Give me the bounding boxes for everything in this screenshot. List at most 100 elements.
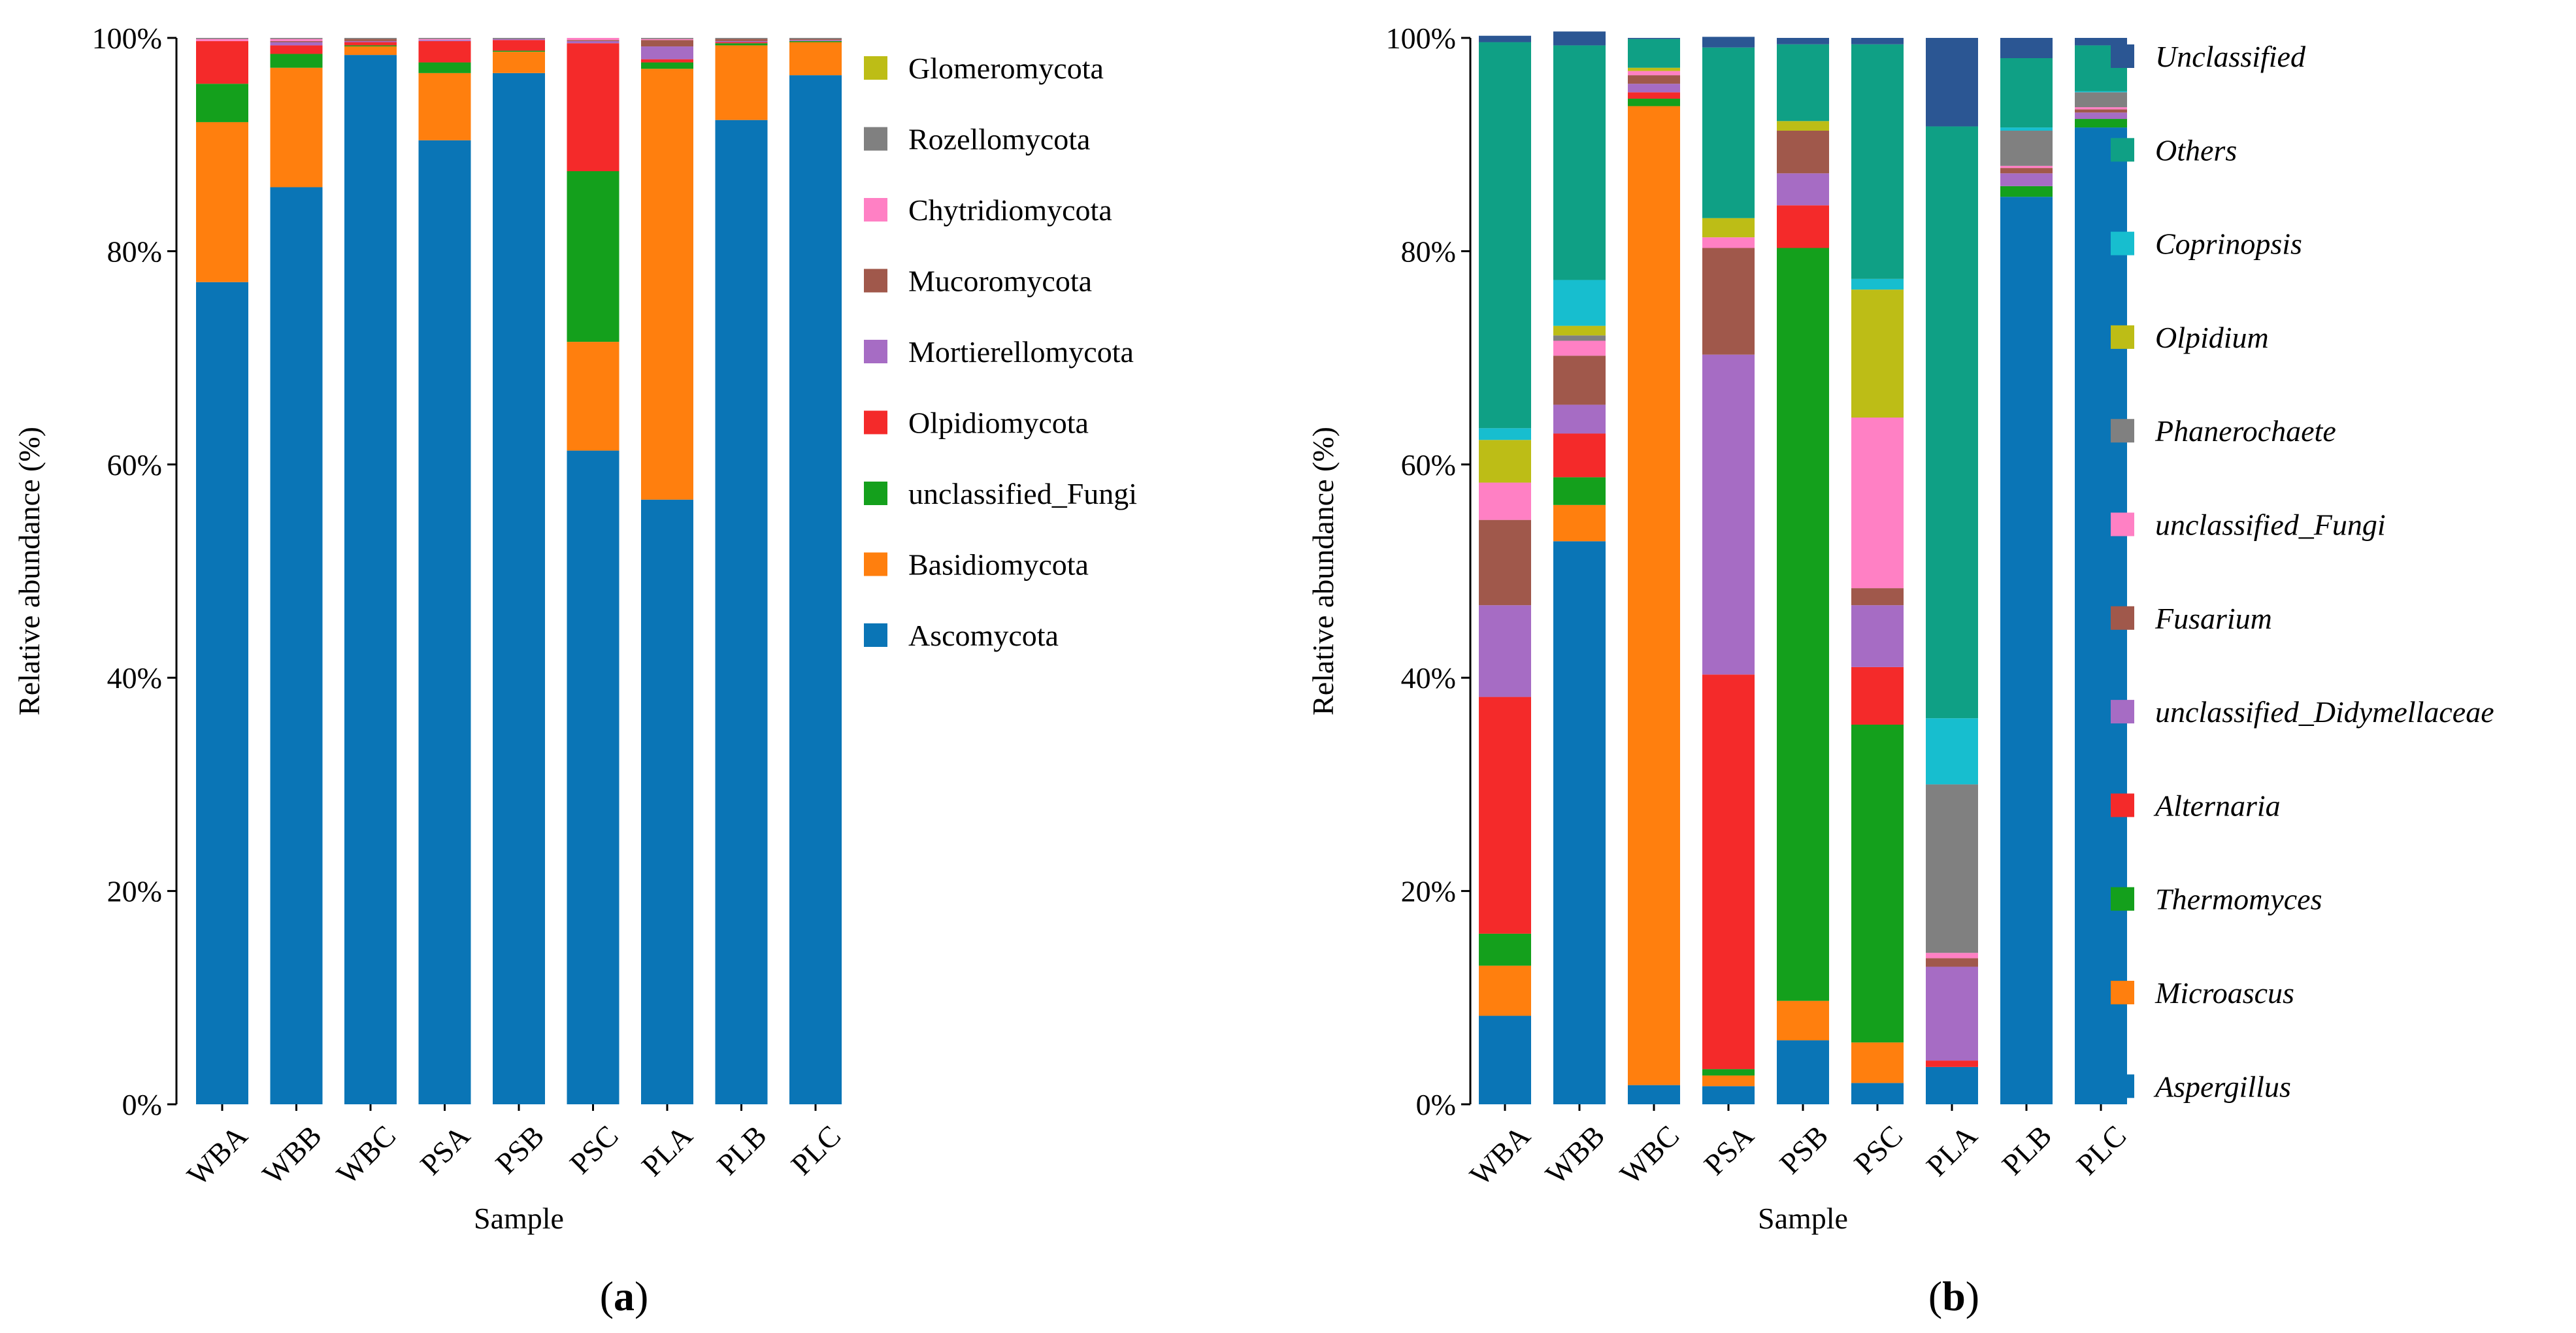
bar-segment-psa-fusarium — [1702, 248, 1755, 355]
bar-segment-pla-mortierellomycota — [641, 46, 693, 59]
bar-segment-wbb-coprinopsis — [1553, 280, 1606, 326]
bar-segment-plb-coprinopsis — [2000, 127, 2053, 131]
x-axis-title: Sample — [474, 1202, 564, 1235]
legend-label: unclassified_Didymellaceae — [2155, 695, 2494, 729]
bar-segment-plc-unclassified — [2075, 38, 2127, 46]
bar-segment-psa-unclassified-fungi — [1702, 237, 1755, 248]
bar-segment-psb-olpidiomycota — [493, 40, 545, 51]
bar-segment-wbc-ascomycota — [344, 55, 397, 1104]
legend-label: Ascomycota — [908, 619, 1059, 652]
bar-segment-wbc-thermomyces — [1628, 99, 1680, 107]
legend-swatch — [2111, 138, 2134, 162]
legend-label: Mucoromycota — [908, 265, 1092, 298]
bar-segment-wbb-unclassified — [1553, 31, 1606, 46]
x-tick-label: WBB — [1539, 1119, 1611, 1191]
bar-segment-wba-unclassified-didymellaceae — [1479, 605, 1531, 697]
bar-segment-psa-thermomyces — [1702, 1069, 1755, 1076]
bar-segment-pla-phanerochaete — [1926, 784, 1978, 953]
bar-segment-psc-fusarium — [1851, 588, 1904, 606]
bar-segment-psb-thermomyces — [1777, 248, 1829, 1001]
bar-segment-psa-ascomycota — [418, 140, 471, 1104]
x-tick-label: WBA — [180, 1119, 254, 1192]
bar-segment-wba-microascus — [1479, 965, 1531, 1016]
bar-segment-psb-rozellomycota — [493, 38, 545, 39]
bar-segment-psb-olpidium — [1777, 121, 1829, 131]
legend-label: Glomeromycota — [908, 52, 1104, 85]
panel-label: (b) — [1928, 1273, 1979, 1319]
legend-label: unclassified_Fungi — [2155, 508, 2386, 542]
bar-segment-psb-unclassified-fungi — [493, 50, 545, 52]
bar-segment-pla-basidiomycota — [641, 69, 693, 500]
bar-segment-wbc-fusarium — [1628, 75, 1680, 84]
y-axis-title: Relative abundance (%) — [12, 427, 46, 716]
bar-segment-psb-ascomycota — [493, 73, 545, 1105]
bar-segment-psc-unclassified-fungi — [1851, 417, 1904, 589]
x-tick-label: PLC — [785, 1119, 848, 1181]
bar-segment-pla-alternaria — [1926, 1061, 1978, 1067]
bar-segment-plb-phanerochaete — [2000, 130, 2053, 166]
legend-swatch — [864, 127, 887, 151]
bar-segment-wbc-others — [1628, 39, 1680, 68]
y-tick-label: 20% — [1401, 875, 1456, 908]
bar-segment-wbb-microascus — [1553, 504, 1606, 542]
y-tick-label: 40% — [1401, 661, 1456, 695]
bar-segment-psc-aspergillus — [1851, 1083, 1904, 1104]
bar-segment-wbb-aspergillus — [1553, 541, 1606, 1104]
y-tick-label: 0% — [122, 1088, 162, 1121]
x-tick-label: PSB — [489, 1119, 550, 1180]
bar-segment-wba-basidiomycota — [196, 122, 248, 282]
bar-segment-wba-unclassified-fungi — [196, 84, 248, 122]
y-tick-label: 60% — [1401, 448, 1456, 482]
bar-segment-psc-ascomycota — [567, 450, 619, 1104]
x-tick-label: PSA — [414, 1119, 476, 1181]
bar-segment-wbc-microascus — [1628, 106, 1680, 1085]
x-tick-label: PLC — [2070, 1119, 2133, 1181]
bar-segment-pla-unclassified-didymellaceae — [1926, 966, 1978, 1061]
bar-segment-plb-unclassified — [2000, 38, 2053, 59]
bar-segment-wbc-mucoromycota — [344, 39, 397, 41]
bar-segment-psa-others — [1702, 47, 1755, 218]
bar-segment-plb-thermomyces — [2000, 186, 2053, 197]
y-tick-label: 80% — [107, 235, 162, 268]
bar-segment-wbc-unclassified-didymellaceae — [1628, 84, 1680, 93]
bar-segment-psa-rozellomycota — [418, 38, 471, 39]
bar-segment-plb-mucoromycota — [715, 39, 768, 41]
bar-segment-wbc-aspergillus — [1628, 1085, 1680, 1104]
bar-segment-wbb-mucoromycota — [270, 41, 323, 42]
bar-segment-plb-ascomycota — [715, 120, 768, 1104]
bar-segment-psc-others — [1851, 44, 1904, 279]
bar-segment-wba-rozellomycota — [196, 38, 248, 39]
legend-label: Aspergillus — [2153, 1070, 2291, 1103]
bar-segment-plb-others — [2000, 58, 2053, 128]
bar-segment-psb-others — [1777, 44, 1829, 122]
bar-segment-psa-chytridiomycota — [418, 39, 471, 41]
bar-segment-wbc-mortierellomycota — [344, 41, 397, 42]
chart-panel-b: WBA WBB WBC PSA PSB PSC PLA PLB PLC 0% 20% 40% 60% 80… — [1306, 22, 2494, 1319]
bar-segment-psb-alternaria — [1777, 205, 1829, 248]
x-tick-label: WBB — [256, 1119, 328, 1191]
y-axis-title: Relative abundance (%) — [1306, 427, 1340, 716]
bar-segment-pla-chytridiomycota — [641, 39, 693, 41]
x-tick-label: WBC — [330, 1119, 402, 1191]
bar-segment-psa-olpidiomycota — [418, 41, 471, 63]
bar-segment-pla-unclassified — [1926, 38, 1978, 127]
legend-swatch — [864, 56, 887, 80]
bar-segment-psb-mortierellomycota — [493, 39, 545, 41]
bar-segment-wba-fusarium — [1479, 519, 1531, 606]
bar-segment-psb-microascus — [1777, 1000, 1829, 1041]
bar-segment-wba-coprinopsis — [1479, 428, 1531, 440]
legend-swatch — [2111, 606, 2134, 630]
bar-segment-wbb-others — [1553, 45, 1606, 280]
legend-swatch — [864, 340, 887, 363]
bar-segment-wba-unclassified-fungi — [1479, 482, 1531, 520]
x-tick-label: PLA — [1920, 1119, 1984, 1183]
bar-segment-wbc-unclassified-fungi — [1628, 71, 1680, 76]
bar-segment-wbb-fusarium — [1553, 355, 1606, 405]
bar-segment-psc-mortierellomycota — [567, 41, 619, 44]
bar-segment-psa-mortierellomycota — [418, 40, 471, 41]
bar-segment-wbc-basidiomycota — [344, 46, 397, 56]
bar-segment-wbc-rozellomycota — [344, 38, 397, 39]
bar-segment-wba-unclassified — [1479, 35, 1531, 42]
bar-segment-psc-alternaria — [1851, 666, 1904, 725]
